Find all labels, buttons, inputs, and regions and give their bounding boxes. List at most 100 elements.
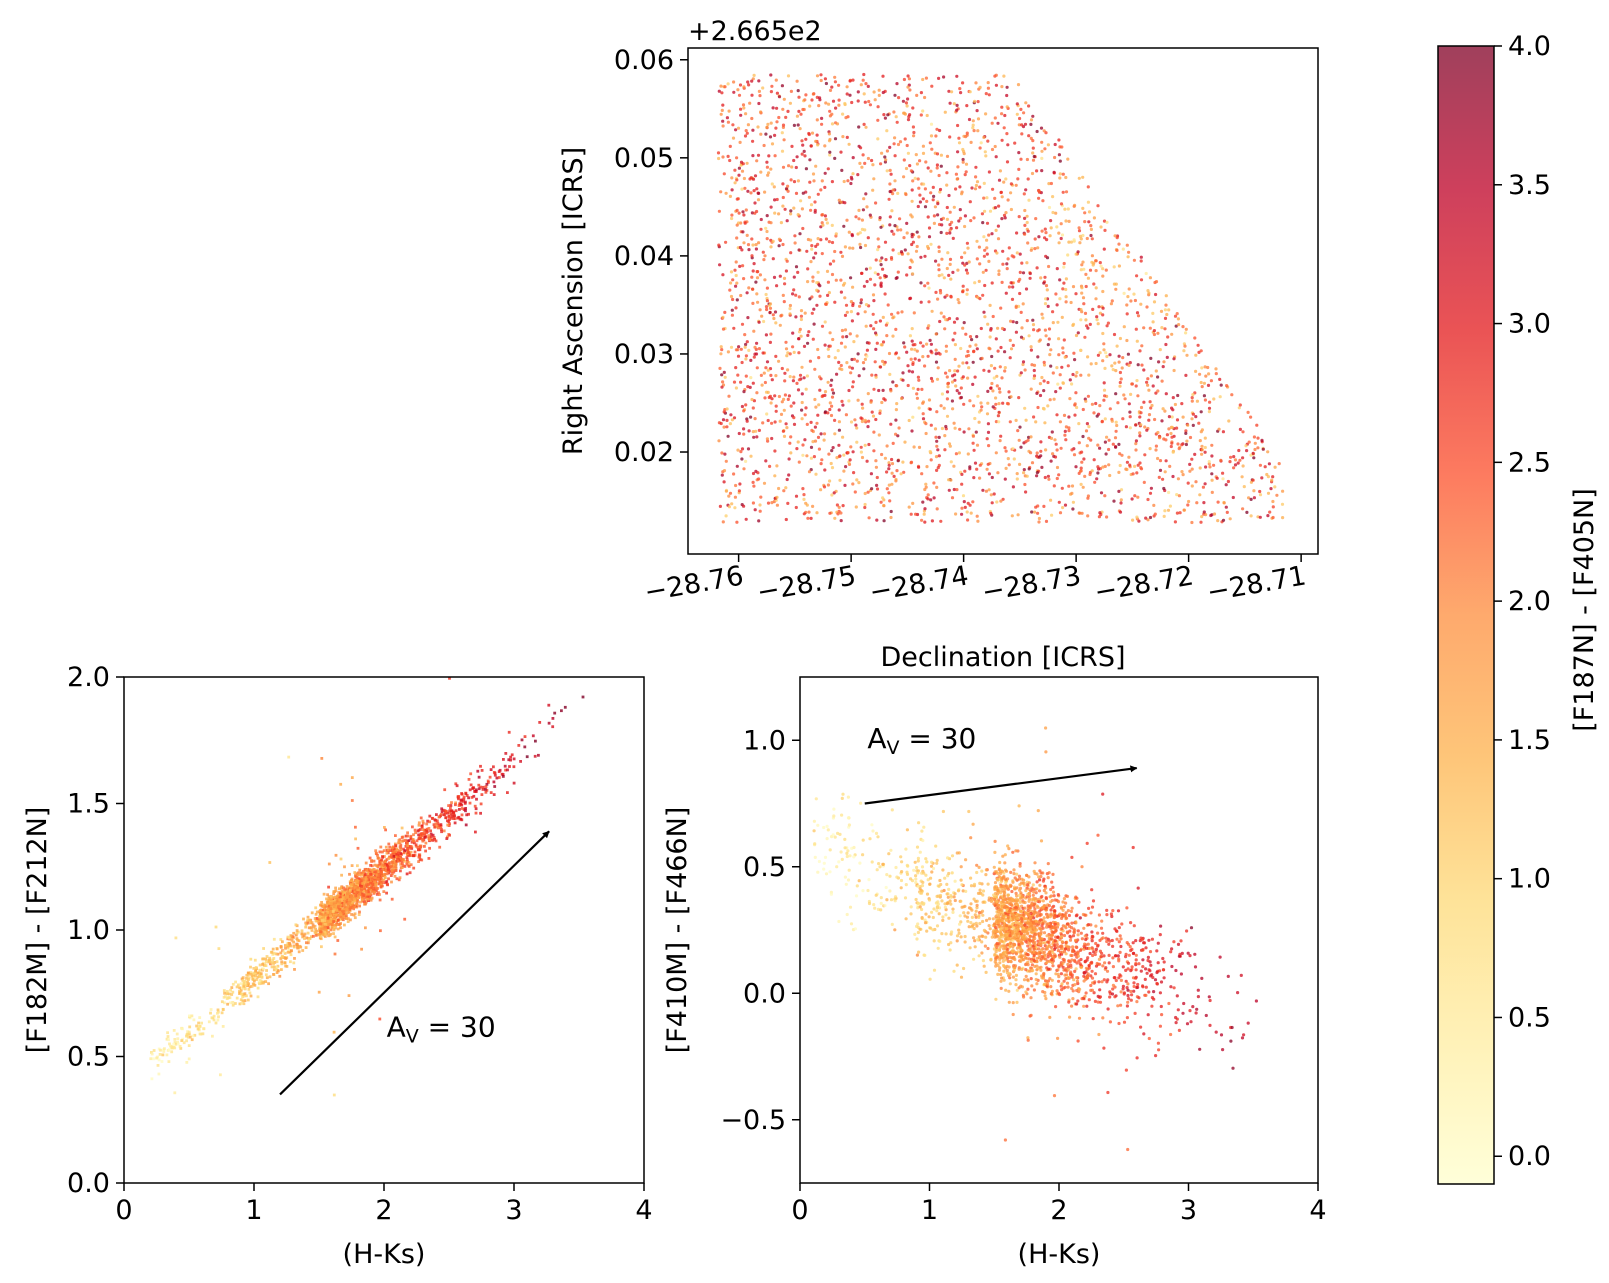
sky-source-point [1000, 105, 1004, 109]
sky-source-point [752, 355, 756, 359]
cmd-left-point [337, 923, 341, 926]
sky-source-point [1055, 303, 1059, 307]
sky-source-point [748, 101, 752, 105]
sky-source-point [917, 235, 921, 239]
sky-source-point [1245, 510, 1249, 514]
sky-source-point [1180, 443, 1184, 447]
sky-source-point [1146, 289, 1150, 293]
sky-source-point [1064, 175, 1068, 180]
sky-source-point [939, 311, 943, 315]
cmd-left-point [454, 782, 458, 786]
sky-source-point [894, 477, 898, 482]
sky-source-point [1011, 320, 1015, 324]
sky-source-point [1271, 505, 1275, 509]
sky-source-point [1115, 423, 1119, 428]
sky-source-point [1090, 402, 1094, 406]
cmd-left-point [426, 819, 430, 823]
sky-source-point [901, 460, 905, 464]
sky-source-point [981, 270, 985, 274]
sky-source-point [747, 348, 751, 352]
sky-source-point [781, 204, 785, 208]
sky-source-point [753, 352, 757, 356]
sky-source-point [872, 430, 876, 434]
sky-source-point [1081, 434, 1085, 439]
sky-source-point [1042, 407, 1046, 411]
sky-source-point [824, 81, 829, 86]
cmd-left-point [350, 880, 354, 883]
cmd-left-point [401, 861, 404, 865]
sky-source-point [963, 173, 967, 177]
sky-source-point [1103, 494, 1107, 498]
cmd-left-point [379, 877, 382, 881]
sky-source-point [841, 335, 845, 339]
sky-source-point [1019, 157, 1023, 161]
cmd-left-point [187, 1032, 191, 1036]
sky-source-point [1175, 312, 1179, 316]
sky-source-point [1128, 410, 1132, 414]
cmd-left-point [223, 991, 226, 995]
sky-source-point [1101, 359, 1105, 363]
sky-source-point [891, 441, 895, 445]
sky-source-point [1174, 324, 1178, 328]
sky-source-point [875, 518, 879, 522]
sky-source-point [1203, 365, 1207, 369]
sky-source-point [1002, 180, 1006, 184]
sky-source-point [958, 427, 962, 431]
sky-source-point [898, 140, 903, 144]
cmd-left-point [512, 757, 516, 761]
cmd-left-point [462, 795, 466, 799]
sky-source-point [925, 113, 929, 118]
sky-source-point [1120, 366, 1124, 370]
sky-source-point [1171, 450, 1175, 454]
cmd-left-point [464, 823, 468, 827]
cmd-left-point [368, 856, 372, 860]
sky-source-point [850, 357, 854, 362]
sky-source-point [1012, 457, 1016, 461]
sky-source-point [945, 375, 949, 379]
sky-source-point [913, 176, 917, 180]
sky-source-point [998, 439, 1002, 443]
cmd-left-point [373, 882, 377, 885]
sky-source-point [771, 239, 775, 243]
sky-source-point [881, 359, 885, 363]
sky-source-point [971, 500, 975, 504]
sky-source-point [987, 472, 992, 476]
sky-source-point [985, 467, 989, 471]
cmd-left-point [354, 837, 357, 841]
sky-source-point [744, 342, 748, 347]
sky-source-point [795, 381, 799, 385]
sky-source-point [1016, 177, 1020, 181]
cmd-left-point [383, 864, 386, 867]
sky-source-point [759, 217, 763, 222]
cmd-left-point [417, 833, 420, 837]
sky-source-point [943, 110, 947, 114]
sky-source-point [859, 301, 863, 305]
sky-source-point [880, 452, 884, 457]
sky-source-point [1164, 303, 1168, 307]
cmd-left-point [327, 897, 331, 901]
sky-source-point [1048, 234, 1052, 238]
sky-source-point [1281, 516, 1285, 520]
cmd-left-point [214, 925, 218, 929]
sky-source-point [805, 249, 809, 253]
sky-source-point [1057, 241, 1061, 245]
sky-source-point [804, 501, 808, 505]
sky-source-point [830, 493, 834, 497]
sky-source-point [955, 226, 959, 230]
sky-source-point [818, 388, 822, 392]
sky-source-point [789, 178, 793, 182]
sky-source-point [753, 508, 757, 512]
sky-source-point [944, 318, 948, 322]
sky-source-point [845, 85, 849, 89]
sky-source-point [770, 501, 774, 505]
cmd-left-point [247, 971, 250, 975]
sky-source-point [1208, 465, 1212, 469]
sky-source-point [963, 263, 967, 267]
sky-source-point [987, 93, 991, 97]
sky-source-point [728, 158, 732, 163]
sky-source-point [945, 154, 950, 158]
cmd-left-point [364, 926, 367, 930]
cmd-left-point [350, 902, 354, 906]
sky-source-point [883, 116, 888, 120]
sky-source-point [997, 272, 1001, 276]
